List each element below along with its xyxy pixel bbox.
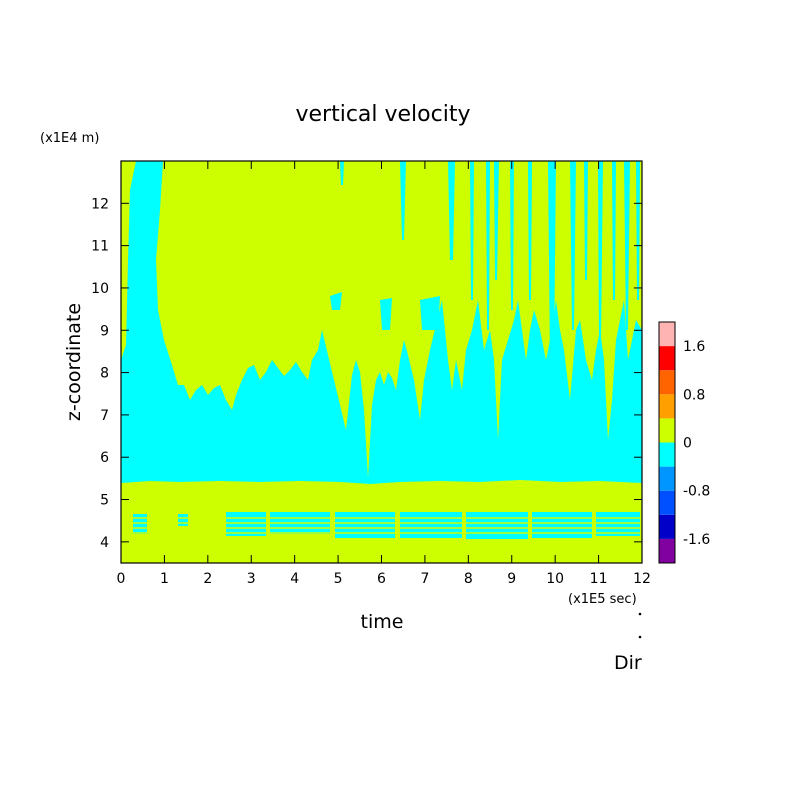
x-tick-label: 2	[203, 571, 212, 587]
x-tick-label: 8	[464, 571, 473, 587]
x-unit-label: (x1E5 sec)	[568, 592, 637, 607]
y-tick-label: 6	[100, 450, 109, 466]
y-tick-label: 8	[100, 366, 109, 382]
negative-region	[121, 161, 642, 484]
y-tick-label: 5	[100, 493, 109, 509]
y-tick-label: 4	[100, 535, 109, 551]
x-tick-label: 12	[633, 571, 651, 587]
x-axis: 0 1 2 3 4 5 6 7 8 9 10 11 12	[117, 161, 651, 587]
colorbar-bin	[659, 370, 675, 395]
y-tick-label: 7	[100, 408, 109, 424]
colorbar: 1.6 0.8 0 -0.8 -1.6	[658, 321, 710, 564]
x-tick-label: 3	[247, 571, 256, 587]
x-tick-label: 5	[334, 571, 343, 587]
colorbar-label: 1.6	[683, 339, 705, 355]
direction-dot-bottom	[638, 635, 642, 639]
colorbar-label: 0.8	[683, 387, 705, 403]
x-tick-label: 9	[507, 571, 516, 587]
lower-band-stripes	[121, 517, 642, 534]
colorbar-bin	[659, 394, 675, 419]
colorbar-bin	[659, 538, 675, 563]
colorbar-bin	[659, 490, 675, 515]
upper-streaks	[330, 161, 640, 360]
x-tick-label: 10	[546, 571, 564, 587]
colorbar-bin	[659, 418, 675, 443]
colorbar-label: -0.8	[683, 484, 710, 500]
direction-marker: Dir	[614, 612, 642, 674]
x-tick-label: 6	[377, 571, 386, 587]
y-axis-label: z-coordinate	[63, 303, 85, 421]
x-tick-label: 7	[420, 571, 429, 587]
colorbar-label: 0	[683, 436, 692, 452]
heatmap-field	[121, 161, 642, 563]
y-tick-label: 10	[91, 281, 109, 297]
direction-dot-top	[638, 612, 642, 616]
y-tick-label: 11	[91, 239, 109, 255]
x-tick-label: 11	[590, 571, 608, 587]
x-tick-label: 1	[160, 571, 169, 587]
y-unit-label: (x1E4 m)	[40, 131, 99, 146]
y-tick-label: 12	[91, 196, 109, 212]
colorbar-bin	[659, 322, 675, 347]
x-tick-label: 4	[290, 571, 299, 587]
chart-title: vertical velocity	[295, 102, 470, 127]
y-axis: 4 5 6 7 8 9 10 11 12	[91, 196, 642, 551]
x-axis-label: time	[361, 611, 404, 633]
colorbar-label: -1.6	[683, 532, 710, 548]
direction-label: Dir	[614, 652, 642, 674]
colorbar-bin	[659, 442, 675, 467]
y-tick-label: 9	[100, 323, 109, 339]
colorbar-bin	[659, 346, 675, 371]
x-tick-label: 0	[117, 571, 126, 587]
colorbar-frame	[658, 321, 676, 564]
colorbar-bin	[659, 466, 675, 491]
colorbar-bin	[659, 514, 675, 539]
